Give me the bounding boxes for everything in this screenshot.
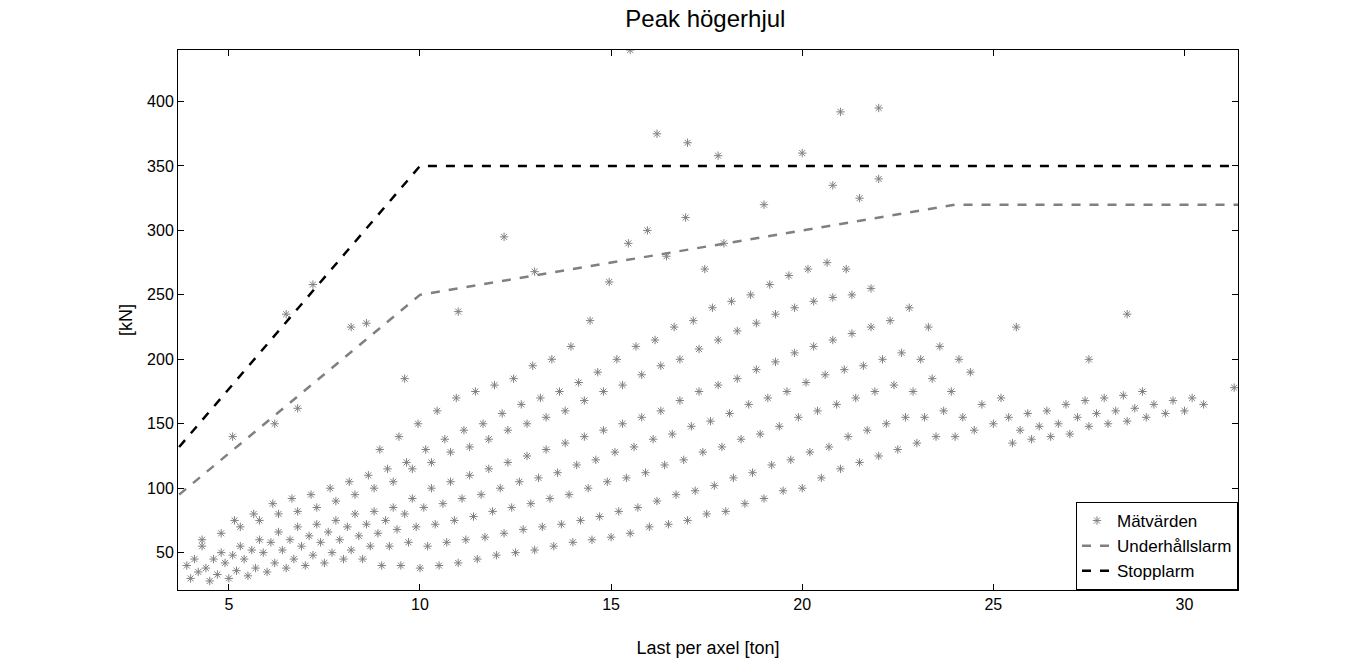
- svg-text:Last per axel [ton]: Last per axel [ton]: [636, 638, 779, 658]
- svg-text:Mätvärden: Mätvärden: [1117, 512, 1197, 531]
- svg-text:250: 250: [147, 286, 174, 303]
- svg-text:300: 300: [147, 222, 174, 239]
- svg-text:350: 350: [147, 158, 174, 175]
- svg-text:25: 25: [984, 596, 1002, 613]
- svg-text:Peak högerhjul: Peak högerhjul: [625, 5, 785, 32]
- svg-text:50: 50: [156, 544, 174, 561]
- svg-text:100: 100: [147, 480, 174, 497]
- svg-text:200: 200: [147, 351, 174, 368]
- svg-text:5: 5: [224, 596, 233, 613]
- svg-text:Underhållslarm: Underhållslarm: [1117, 537, 1231, 556]
- svg-text:15: 15: [602, 596, 620, 613]
- svg-text:400: 400: [147, 93, 174, 110]
- svg-text:10: 10: [411, 596, 429, 613]
- svg-text:Stopplarm: Stopplarm: [1117, 562, 1194, 581]
- svg-text:[kN]: [kN]: [116, 304, 136, 336]
- svg-text:20: 20: [793, 596, 811, 613]
- svg-text:30: 30: [1176, 596, 1194, 613]
- svg-text:150: 150: [147, 415, 174, 432]
